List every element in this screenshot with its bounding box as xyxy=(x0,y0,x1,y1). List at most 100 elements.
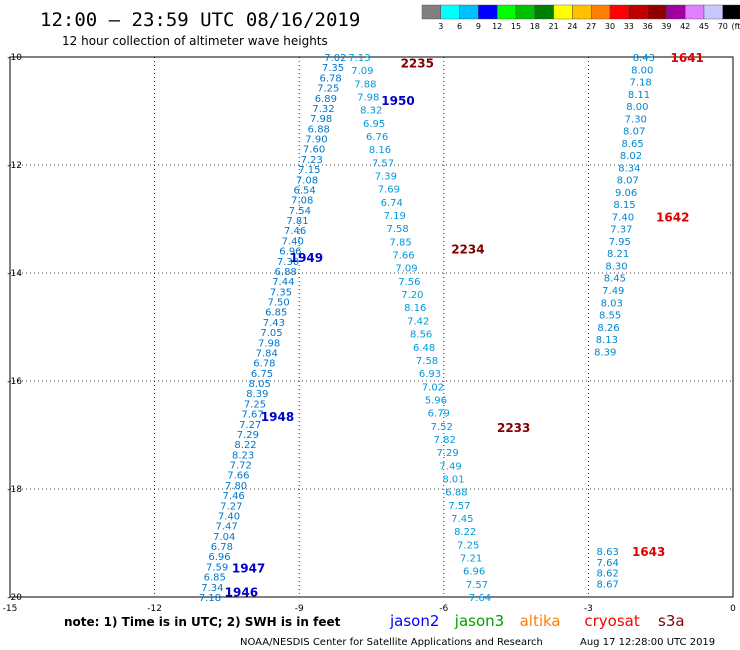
swh-value: 7.04 xyxy=(213,532,235,543)
colorbar-swatch xyxy=(685,4,705,20)
colorbar-swatch xyxy=(534,4,554,20)
swh-value: 7.21 xyxy=(460,553,482,564)
swh-value: 7.98 xyxy=(258,338,280,349)
track-jason2: 7.027.356.787.256.897.327.986.887.907.60… xyxy=(199,53,415,604)
swh-value: 6.89 xyxy=(315,94,337,105)
swh-value: 7.18 xyxy=(199,593,221,604)
colorbar-swatch xyxy=(647,4,667,20)
swh-value: 7.98 xyxy=(310,114,332,125)
swh-value: 6.78 xyxy=(253,359,275,370)
swh-value: 6.96 xyxy=(463,567,485,578)
swh-value: 7.19 xyxy=(384,211,406,222)
swh-value: 7.27 xyxy=(239,420,261,431)
chart-title: 12:00 – 23:59 UTC 08/16/2019 xyxy=(40,9,360,31)
swh-value: 8.56 xyxy=(410,330,432,341)
swh-value: 7.34 xyxy=(201,583,223,594)
swh-value: 7.08 xyxy=(291,196,313,207)
plot-grid xyxy=(10,57,733,597)
colorbar-swatch xyxy=(591,4,611,20)
colorbar-swatch xyxy=(421,4,441,20)
footer-timestamp: Aug 17 12:28:00 UTC 2019 xyxy=(580,637,715,648)
time-label: 1950 xyxy=(381,94,414,108)
y-tick-label: -12 xyxy=(7,161,22,171)
swh-value: 8.13 xyxy=(596,335,618,346)
swh-value: 6.88 xyxy=(308,124,330,135)
colorbar-label: 21 xyxy=(549,22,559,31)
swh-value: 6.85 xyxy=(265,308,287,319)
swh-value: 8.03 xyxy=(601,298,623,309)
colorbar-swatch xyxy=(459,4,479,20)
swh-value: 7.15 xyxy=(298,165,320,176)
swh-value: 8.15 xyxy=(613,200,635,211)
colorbar-label: 15 xyxy=(511,22,521,31)
swh-value: 7.05 xyxy=(260,328,282,339)
time-label: 1641 xyxy=(671,51,704,65)
colorbar-label: 18 xyxy=(530,22,540,31)
swh-value: 8.21 xyxy=(607,249,629,260)
footer-credit: NOAA/NESDIS Center for Satellite Applica… xyxy=(240,637,543,648)
swh-value: 8.67 xyxy=(597,580,619,591)
swh-value: 8.07 xyxy=(617,176,639,187)
y-tick-label: -20 xyxy=(7,593,22,603)
swh-value: 7.85 xyxy=(389,237,411,248)
legend-jason3: jason3 xyxy=(454,612,504,630)
swh-value: 8.63 xyxy=(597,547,619,558)
swh-value: 6.93 xyxy=(419,369,441,380)
swh-value: 7.58 xyxy=(387,224,409,235)
swh-value: 7.80 xyxy=(225,481,247,492)
swh-value: 8.22 xyxy=(454,527,476,538)
swh-value: 7.67 xyxy=(241,410,263,421)
swh-value: 5.96 xyxy=(425,395,447,406)
swh-value: 7.09 xyxy=(395,264,417,275)
swh-value: 7.40 xyxy=(218,511,240,522)
swh-value: 8.01 xyxy=(442,474,464,485)
swh-value: 7.88 xyxy=(354,79,376,90)
colorbar-label: 33 xyxy=(624,22,634,31)
time-label: 2235 xyxy=(401,56,434,70)
swh-value: 7.50 xyxy=(267,298,289,309)
time-label: 2233 xyxy=(497,421,530,435)
swh-value: 7.43 xyxy=(263,318,285,329)
time-label: 1948 xyxy=(261,410,294,424)
swh-value: 7.08 xyxy=(296,175,318,186)
swh-value: 8.07 xyxy=(623,127,645,138)
swh-value: 6.74 xyxy=(381,198,403,209)
x-tick-label: -3 xyxy=(584,604,593,614)
swh-value: 6.85 xyxy=(204,573,226,584)
colorbar-swatch xyxy=(666,4,686,20)
swh-value: 7.64 xyxy=(469,593,491,604)
track-cryosat-b: 8.637.648.628.67 1643 xyxy=(597,545,666,590)
swh-value: 8.16 xyxy=(404,303,426,314)
swh-value: 8.55 xyxy=(599,311,621,322)
y-tick-label: -18 xyxy=(7,485,22,495)
swh-value: 7.52 xyxy=(431,422,453,433)
swh-value: 8.02 xyxy=(620,151,642,162)
swh-value: 8.39 xyxy=(594,347,616,358)
swh-value: 6.78 xyxy=(211,542,233,553)
swh-value: 9.06 xyxy=(615,188,637,199)
swh-value: 7.57 xyxy=(372,158,394,169)
swh-value: 7.40 xyxy=(282,236,304,247)
swh-value: 8.26 xyxy=(597,323,619,334)
chart-subtitle: 12 hour collection of altimeter wave hei… xyxy=(62,34,328,48)
swh-value: 7.64 xyxy=(597,558,619,569)
swh-value: 8.30 xyxy=(605,261,627,272)
legend-s3a: s3a xyxy=(658,612,685,630)
swh-value: 7.02 xyxy=(422,382,444,393)
swh-value: 6.88 xyxy=(445,488,467,499)
swh-value: 7.35 xyxy=(322,63,344,74)
swh-value: 6.96 xyxy=(208,552,230,563)
colorbar-swatch xyxy=(628,4,648,20)
swh-value: 8.39 xyxy=(246,389,268,400)
time-label: 2234 xyxy=(451,243,484,257)
swh-value: 8.43 xyxy=(633,53,655,64)
swh-value: 8.45 xyxy=(604,274,626,285)
plot-frame xyxy=(9,56,734,598)
footer-note: note: 1) Time is in UTC; 2) SWH is in fe… xyxy=(64,615,341,629)
colorbar-unit: (ft) xyxy=(732,22,740,31)
swh-value: 7.45 xyxy=(451,514,473,525)
colorbar-label: 36 xyxy=(643,22,653,31)
swh-value: 7.30 xyxy=(277,257,299,268)
colorbar-swatch xyxy=(572,4,592,20)
